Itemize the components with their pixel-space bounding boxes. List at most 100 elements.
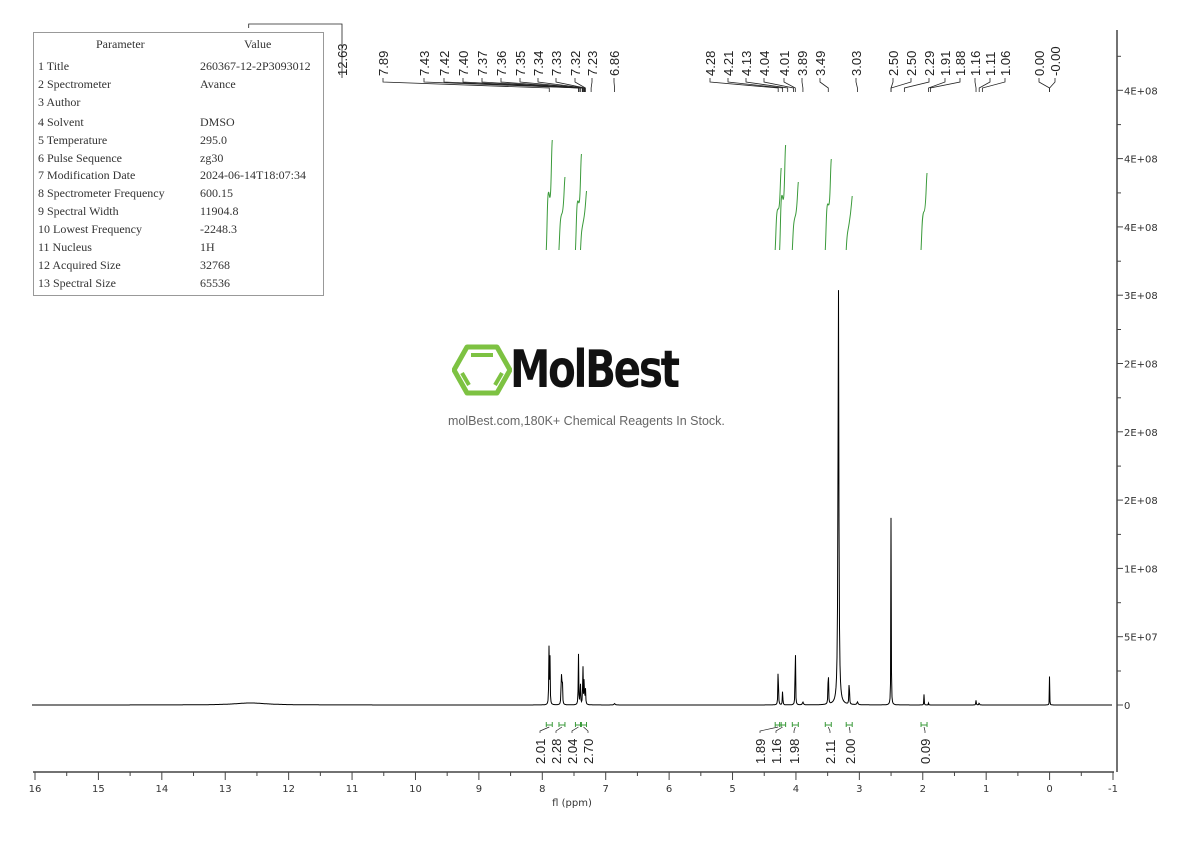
peak-label: 1.16 <box>968 51 983 76</box>
peak-label: 1.06 <box>998 51 1013 76</box>
peak-leader-line <box>423 78 579 92</box>
integral-leader-line <box>539 726 550 733</box>
integral-leader-line <box>775 726 783 733</box>
integral-curve <box>580 190 588 251</box>
peak-label: 7.33 <box>549 51 564 76</box>
integral-label: 2.04 <box>565 739 580 764</box>
peak-leader-line <box>537 78 585 92</box>
param-row: 5 Temperature 295.0 <box>38 133 323 149</box>
peak-leader-line <box>590 78 593 92</box>
x-tick-label: 4 <box>793 784 799 795</box>
peak-leader-line <box>783 78 796 92</box>
peak-label: 1.88 <box>953 51 968 76</box>
integral-leader-line <box>793 726 796 733</box>
peak-leader-line <box>519 78 584 92</box>
peak-leader-line <box>443 78 580 92</box>
peak-leader-line <box>481 78 583 92</box>
param-row: 11 Nucleus 1H <box>38 240 323 256</box>
peak-leader-line <box>613 78 615 92</box>
param-key: 6 Pulse Sequence <box>38 150 122 165</box>
peak-label: 0.00 <box>1032 51 1047 76</box>
x-tick-label: 2 <box>920 784 926 795</box>
peak-label: 12.63 <box>335 43 350 76</box>
param-value: 260367-12-2P3093012 <box>200 59 311 73</box>
integral-bracket <box>580 722 588 727</box>
peak-label: 7.35 <box>513 51 528 76</box>
param-row: 6 Pulse Sequence zg30 <box>38 151 323 167</box>
integral-label: 1.89 <box>753 739 768 764</box>
param-key: 4 Solvent <box>38 114 84 129</box>
param-header-parameter: Parameter <box>96 37 145 51</box>
x-axis-label: fl (ppm) <box>552 798 592 809</box>
peak-label: 2.50 <box>886 51 901 76</box>
param-row: 4 Solvent DMSO <box>38 115 323 131</box>
integral-curve <box>774 167 782 251</box>
peak-leader-line <box>855 78 858 92</box>
peak-label: 4.28 <box>703 51 718 76</box>
molbest-logo-icon <box>452 344 512 396</box>
integral-leader-line <box>555 726 563 733</box>
param-key: 9 Spectral Width <box>38 204 119 219</box>
param-key: 7 Modification Date <box>38 168 136 183</box>
peak-label: 1.91 <box>938 51 953 76</box>
peak-label: 4.04 <box>757 51 772 76</box>
watermark-brand: MolBest <box>510 340 680 400</box>
y-tick-label: 2E+08 <box>1124 496 1158 507</box>
param-header-value: Value <box>244 37 272 51</box>
peak-label: 2.50 <box>904 51 919 76</box>
param-value: 65536 <box>200 275 230 290</box>
peak-label: 7.34 <box>531 51 546 76</box>
peak-leader-line <box>801 78 804 92</box>
param-key: 3 Author <box>38 95 81 109</box>
peak-label: 4.21 <box>721 51 736 76</box>
integral-leader-line <box>848 726 851 733</box>
peak-label: 7.37 <box>475 51 490 76</box>
peak-label: 7.40 <box>456 51 471 76</box>
peak-label: 3.89 <box>795 51 810 76</box>
param-value: Avance <box>200 77 236 91</box>
param-value: 295.0 <box>200 132 227 147</box>
param-row: 8 Spectrometer Frequency 600.15 <box>38 186 323 202</box>
peak-label: 2.29 <box>922 51 937 76</box>
y-tick-label: 4E+08 <box>1124 223 1158 234</box>
integral-curve <box>824 158 832 251</box>
y-tick-label: 5E+07 <box>1124 633 1158 644</box>
peak-leader-line <box>745 78 789 92</box>
param-value: 11904.8 <box>200 204 239 219</box>
peak-leader-line <box>248 23 343 78</box>
y-tick-label: 1E+08 <box>1124 564 1158 575</box>
peak-leader-line <box>763 78 794 92</box>
peak-leader-line <box>981 78 1006 92</box>
peak-label: 7.32 <box>568 51 583 76</box>
param-value: -2248.3 <box>200 222 237 237</box>
integral-curve <box>845 195 853 251</box>
peak-label: 7.42 <box>437 51 452 76</box>
x-tick-label: 15 <box>92 784 105 795</box>
peak-leader-line <box>574 78 586 92</box>
integral-curve <box>791 181 799 251</box>
x-tick-label: 7 <box>603 784 609 795</box>
integral-label: 2.70 <box>581 739 596 764</box>
x-tick-label: 11 <box>346 784 359 795</box>
peak-label: 7.36 <box>494 51 509 76</box>
peak-leader-line <box>382 78 550 92</box>
param-row: 9 Spectral Width 11904.8 <box>38 204 323 220</box>
integral-label: 2.01 <box>533 739 548 764</box>
integral-curve <box>545 139 553 251</box>
watermark-tagline: molBest.com,180K+ Chemical Reagents In S… <box>448 414 725 428</box>
peak-leader-line <box>500 78 584 92</box>
spectrum-line <box>32 290 1112 706</box>
peak-leader-line <box>903 78 930 92</box>
param-row: 1 Title 260367-12-2P3093012 <box>38 59 323 75</box>
param-row: 10 Lowest Frequency -2248.3 <box>38 222 323 238</box>
integral-leader-line <box>583 726 589 733</box>
integral-bracket <box>791 722 799 727</box>
param-key: 5 Temperature <box>38 132 108 147</box>
peak-leader-line <box>727 78 784 92</box>
param-key: 10 Lowest Frequency <box>38 222 142 237</box>
y-tick-label: 3E+08 <box>1124 291 1158 302</box>
peak-leader-line <box>1049 78 1056 92</box>
peak-leader-line <box>1038 78 1050 92</box>
param-value: 32768 <box>200 257 230 272</box>
parameter-table: Parameter Value 1 Title 260367-12-2P30930… <box>33 32 324 296</box>
